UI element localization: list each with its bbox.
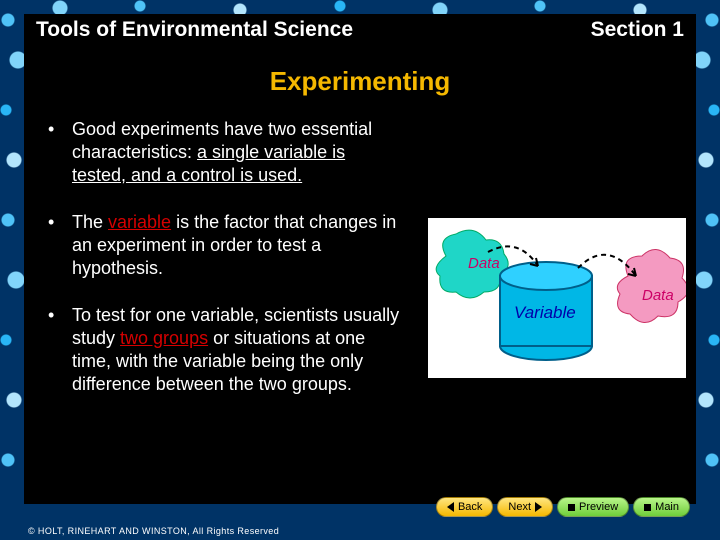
next-button[interactable]: Next [497, 497, 553, 517]
bullet-list: Good experiments have two essential char… [44, 118, 404, 420]
chevron-right-icon [535, 502, 542, 512]
bullet-text: The [72, 212, 108, 232]
chevron-left-icon [447, 502, 454, 512]
bullet-item: The variable is the factor that changes … [44, 211, 404, 280]
section-label: Section 1 [591, 18, 684, 42]
square-icon [644, 504, 651, 511]
bullet-item: Good experiments have two essential char… [44, 118, 404, 187]
graphic-svg: Data Data Variable [428, 218, 686, 378]
label-data-left: Data [468, 255, 500, 272]
nav-bar: Back Next Preview Main [0, 496, 720, 518]
nav-label: Main [655, 501, 679, 513]
main-button[interactable]: Main [633, 497, 690, 517]
chapter-title: Tools of Environmental Science [36, 18, 353, 42]
label-data-right: Data [642, 287, 674, 304]
variable-data-graphic: Data Data Variable [428, 218, 686, 378]
keyword-variable: variable [108, 212, 171, 232]
bullet-item: To test for one variable, scientists usu… [44, 304, 404, 396]
slide-title: Experimenting [0, 66, 720, 97]
nav-label: Next [508, 501, 531, 513]
blob-right [617, 249, 686, 322]
slide-frame: Tools of Environmental Science Section 1… [0, 0, 720, 540]
nav-label: Preview [579, 501, 618, 513]
keyword-two-groups: two groups [120, 328, 208, 348]
back-button[interactable]: Back [436, 497, 493, 517]
label-variable: Variable [514, 303, 576, 322]
preview-button[interactable]: Preview [557, 497, 629, 517]
nav-label: Back [458, 501, 482, 513]
copyright-text: © HOLT, RINEHART AND WINSTON, All Rights… [28, 526, 279, 536]
square-icon [568, 504, 575, 511]
